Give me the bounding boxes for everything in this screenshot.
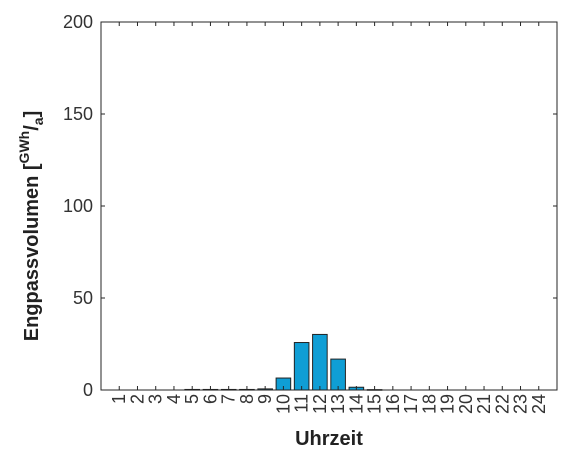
y-tick-label: 0: [83, 380, 93, 400]
bar-12: [312, 333, 328, 391]
x-tick-label: 11: [292, 394, 312, 413]
x-tick-label: 1: [109, 394, 129, 404]
bars: [184, 333, 383, 391]
y-axis-unit-denominator: a: [30, 117, 46, 125]
x-tick-label: 6: [200, 394, 220, 404]
x-tick-label: 7: [219, 394, 239, 404]
y-tick-label: 100: [63, 196, 93, 216]
x-tick-label: 20: [456, 394, 476, 414]
x-tick-label: 4: [164, 394, 184, 404]
bar-11: [293, 342, 310, 391]
x-tick-label: 3: [146, 394, 166, 404]
x-tick-label: 5: [182, 394, 202, 404]
y-tick-label: 150: [63, 104, 93, 124]
x-tick-label: 15: [365, 394, 385, 414]
x-tick-label: 24: [529, 394, 549, 414]
x-tick-label: 21: [474, 394, 494, 414]
axis-ticks: [101, 21, 557, 391]
x-tick-label: 17: [401, 394, 421, 414]
y-axis-title-close: ]: [21, 111, 43, 118]
x-axis-title: Uhrzeit: [295, 428, 363, 450]
x-tick-label: 22: [492, 394, 512, 414]
x-tick-label: 18: [419, 394, 439, 414]
x-tick-label: 12: [310, 394, 330, 414]
x-tick-label: 16: [383, 394, 403, 414]
y-axis-title-text: Engpassvolumen [: [21, 163, 43, 341]
plot-area: [100, 21, 558, 391]
x-tick-label: 9: [255, 394, 275, 404]
x-tick-label: 2: [127, 394, 147, 404]
axes-frame: [100, 21, 558, 391]
x-tick-label: 8: [237, 394, 257, 404]
x-tick-label: 14: [346, 394, 366, 414]
y-tick-label: 50: [73, 288, 93, 308]
y-tick-label: 200: [63, 12, 93, 32]
y-axis-title: Engpassvolumen [GWh/a]: [16, 111, 46, 342]
x-tick-label: 23: [511, 394, 531, 414]
x-tick-label: 13: [328, 394, 348, 414]
x-tick-label: 19: [438, 394, 458, 414]
y-axis-unit-slash: /: [21, 125, 43, 131]
x-tick-label: 10: [273, 394, 293, 414]
bar-13: [330, 358, 346, 391]
y-axis-unit-numerator: GWh: [16, 131, 32, 164]
y-tick-labels: 0 50 100 150 200: [63, 12, 93, 400]
